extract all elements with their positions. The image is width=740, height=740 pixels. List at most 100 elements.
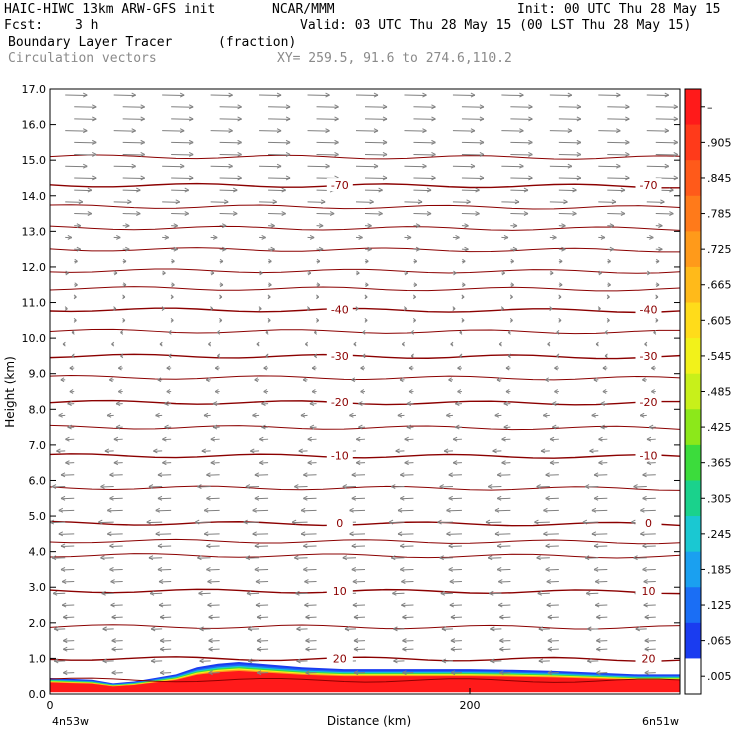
vector-head	[305, 638, 310, 644]
vector-shaft	[546, 604, 559, 607]
vector-head	[199, 658, 204, 664]
y-axis: 0.0 1.0 2.0 3.0 4.0 5.0 6.0 7.0 8.0 9.0 10.0 11.0 12…	[22, 83, 680, 701]
vector-shaft	[301, 509, 317, 512]
vector-head	[131, 92, 136, 98]
vector-shaft	[543, 509, 559, 512]
vector-head	[401, 341, 405, 347]
vector-head	[554, 365, 558, 371]
vector-head	[397, 507, 403, 513]
vector-shaft	[122, 141, 145, 144]
vector-head	[355, 306, 359, 311]
vector-shaft	[259, 130, 282, 132]
vector-head	[125, 246, 130, 252]
vector-head	[400, 566, 405, 572]
vector-head	[113, 270, 118, 276]
vector-head	[494, 507, 500, 513]
vector-head	[404, 460, 409, 466]
vector-head	[536, 484, 541, 489]
vector-shaft	[98, 521, 114, 524]
vector-shaft	[439, 557, 453, 559]
vector-shaft	[558, 153, 581, 156]
vector-shaft	[171, 106, 194, 108]
vector-head	[498, 602, 503, 608]
contour-line	[50, 485, 680, 491]
vector-head	[492, 448, 497, 454]
vector-shaft	[342, 486, 357, 488]
colorbar-label: –	[707, 101, 713, 114]
vector-head	[499, 670, 504, 676]
vector-head	[365, 258, 369, 264]
contour-label-bg	[326, 348, 353, 362]
y-tick-label: 12.0	[22, 261, 47, 274]
colorbar-label: .545	[707, 350, 732, 363]
vector-head	[100, 555, 105, 561]
vector-head	[549, 306, 553, 311]
vector-head	[655, 282, 660, 288]
vector-head	[633, 555, 638, 561]
vector-head	[259, 270, 263, 276]
colorbar-swatch	[685, 338, 701, 375]
contour-label-bg	[326, 178, 353, 192]
vector-head	[452, 306, 456, 311]
vector-shaft	[162, 130, 185, 132]
vector-shaft	[219, 153, 242, 156]
vector-head	[552, 234, 557, 240]
colorbar-label: .725	[707, 243, 732, 256]
vector-shaft	[206, 474, 220, 476]
vector-head	[73, 317, 77, 323]
vector-head	[334, 116, 339, 122]
vector-head	[528, 116, 533, 122]
vector-shaft	[655, 106, 678, 108]
vector-head	[487, 484, 493, 489]
vector-head	[300, 412, 306, 418]
vector-head	[237, 175, 242, 181]
vector-head	[115, 401, 121, 407]
vector-head	[559, 282, 563, 288]
vector-head	[157, 566, 163, 572]
vector-shaft	[545, 545, 559, 547]
vector-head	[295, 590, 300, 596]
vector-head	[210, 270, 215, 276]
vector-shaft	[485, 521, 502, 524]
vector-head	[110, 579, 115, 584]
vector-head	[237, 152, 242, 157]
vector-head	[475, 211, 480, 217]
vector-head	[549, 436, 555, 442]
vector-head	[63, 614, 68, 620]
vector-head	[212, 424, 218, 430]
vector-head	[660, 199, 665, 205]
vector-head	[536, 555, 541, 561]
vector-head	[162, 270, 166, 276]
vector-head	[83, 92, 88, 98]
vector-head	[462, 282, 466, 288]
vector-head	[206, 543, 211, 549]
vector-head	[388, 519, 394, 525]
vector-head	[563, 199, 568, 205]
vector-head	[316, 258, 321, 264]
vector-shaft	[413, 118, 436, 120]
vector-head	[507, 330, 511, 335]
vector-shaft	[157, 497, 172, 500]
contour-line-labeled	[50, 307, 680, 314]
vector-head	[285, 116, 291, 122]
vector-shaft	[65, 130, 88, 132]
vector-head	[459, 330, 463, 335]
vector-shaft	[219, 189, 238, 192]
vector-head	[422, 92, 427, 98]
vector-shaft	[558, 118, 581, 120]
vector-head	[494, 412, 500, 418]
vector-shaft	[307, 201, 326, 203]
vector-shaft	[219, 213, 238, 215]
vector-shaft	[210, 94, 233, 97]
vector-shaft	[307, 165, 330, 168]
vector-shaft	[171, 118, 194, 120]
colorbar-swatch	[685, 516, 701, 553]
vector-head	[538, 626, 544, 632]
vector-head	[342, 484, 348, 489]
vector-shaft	[545, 474, 559, 476]
vector-head	[294, 555, 299, 561]
vector-shaft	[107, 533, 123, 535]
vector-head	[406, 401, 412, 407]
vector-shaft	[364, 213, 383, 215]
vector-head	[498, 579, 503, 584]
